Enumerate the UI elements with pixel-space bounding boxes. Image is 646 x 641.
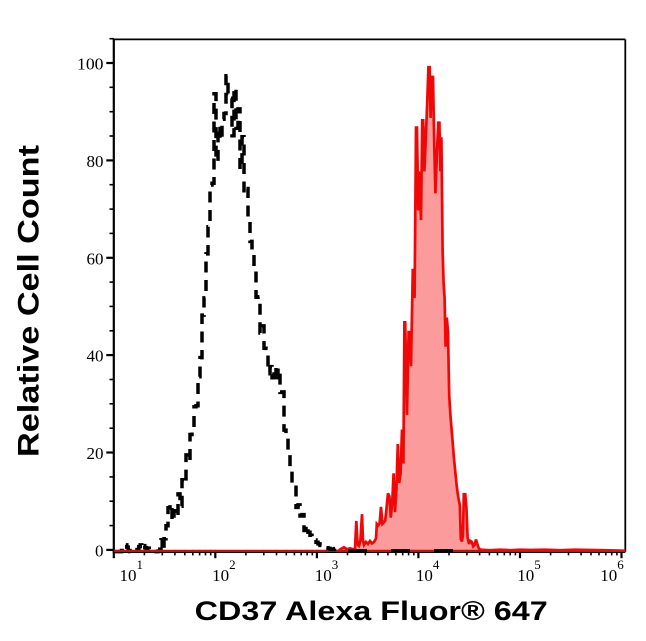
svg-text:0: 0 <box>95 541 104 560</box>
svg-text:100: 100 <box>77 55 104 74</box>
svg-text:20: 20 <box>87 444 104 463</box>
svg-text:80: 80 <box>87 152 104 171</box>
svg-text:40: 40 <box>87 347 104 366</box>
svg-text:Relative Cell Count: Relative Cell Count <box>13 145 46 457</box>
svg-text:CD37 Alexa Fluor® 647: CD37 Alexa Fluor® 647 <box>195 596 548 626</box>
svg-text:60: 60 <box>87 249 104 268</box>
